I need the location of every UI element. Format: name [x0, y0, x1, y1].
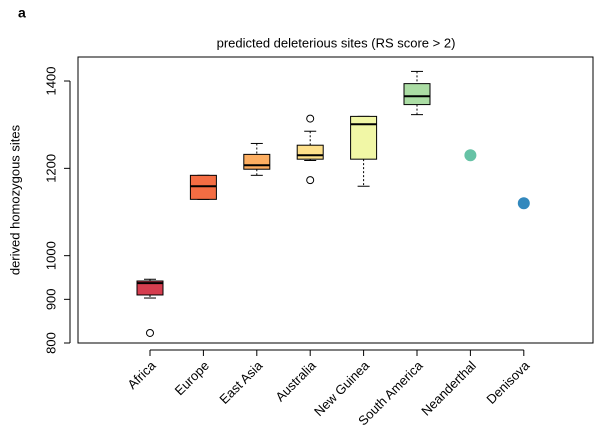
panel-label: a — [18, 5, 26, 21]
box — [403, 83, 431, 106]
x-tick-label: Australia — [272, 357, 319, 404]
outlier — [146, 328, 154, 337]
box — [296, 144, 324, 160]
point — [517, 197, 530, 210]
x-tick-label: East Asia — [216, 357, 265, 406]
y-tick-label: 800 — [43, 332, 58, 354]
plot-frame — [77, 56, 594, 344]
y-tick-label: 1200 — [43, 154, 58, 183]
x-tick-label: Denisova — [483, 357, 532, 406]
box — [350, 115, 378, 160]
x-tick-label: Neanderthal — [418, 358, 479, 419]
outlier — [306, 176, 315, 185]
box — [189, 174, 217, 200]
outlier — [306, 114, 315, 123]
y-tick-label: 1000 — [43, 241, 58, 270]
box — [243, 153, 271, 170]
point — [464, 149, 477, 162]
y-tick-label: 1400 — [43, 67, 58, 96]
y-axis-label: derived homozygous sites — [7, 124, 22, 275]
x-tick-label: Africa — [124, 357, 159, 392]
x-tick-label: Europe — [172, 358, 212, 398]
y-tick-label: 900 — [43, 288, 58, 310]
box — [136, 280, 164, 296]
chart-title: predicted deleterious sites (RS score > … — [217, 35, 456, 50]
